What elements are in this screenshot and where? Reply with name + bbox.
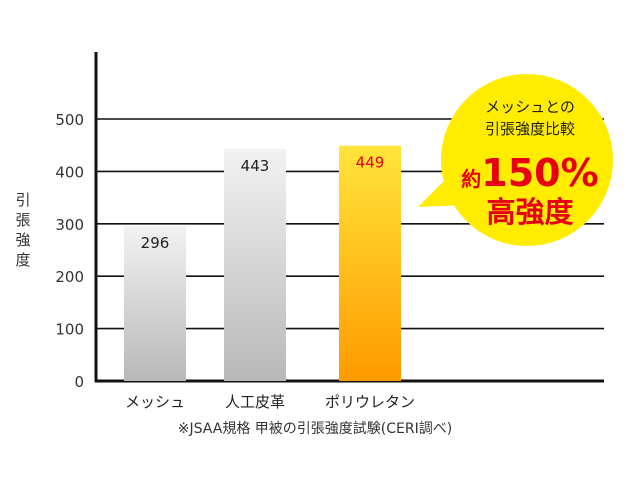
x-tick-label: ポリウレタン <box>325 393 415 411</box>
bar <box>124 225 186 381</box>
x-tick-label: 人工皮革 <box>225 393 285 411</box>
bar <box>224 148 286 381</box>
x-tick-label: メッシュ <box>125 393 185 411</box>
y-axis-label-char: 張 <box>15 211 31 229</box>
callout-prefix: 約 <box>461 167 481 191</box>
callout-pointer <box>418 178 465 207</box>
callout-text-line2: 引張強度比較 <box>485 120 575 138</box>
bar-value-label: 449 <box>356 154 385 172</box>
y-tick-label: 100 <box>55 321 84 339</box>
y-tick-label: 400 <box>55 163 84 181</box>
footnote: ※JSAA規格 甲被の引張強度試験(CERI調べ) <box>177 421 453 437</box>
bar-value-label: 296 <box>141 234 170 252</box>
y-axis-label-char: 度 <box>15 251 31 269</box>
callout-highlight: 約150% <box>461 151 598 195</box>
y-tick-label: 300 <box>55 216 84 234</box>
callout-text-line4: 高強度 <box>486 195 573 229</box>
y-tick-label: 200 <box>55 268 84 286</box>
y-axis-label-char: 引 <box>15 191 31 209</box>
bar-value-label: 443 <box>241 157 270 175</box>
y-tick-label: 0 <box>74 373 84 391</box>
bar <box>339 145 401 381</box>
callout-bubble <box>441 74 613 246</box>
callout-text-line1: メッシュとの <box>485 98 575 116</box>
y-axis-label-char: 強 <box>15 231 31 249</box>
callout-value: 150% <box>481 151 598 195</box>
y-axis-label: 引張強度 <box>14 190 32 270</box>
y-tick-label: 500 <box>55 111 84 129</box>
